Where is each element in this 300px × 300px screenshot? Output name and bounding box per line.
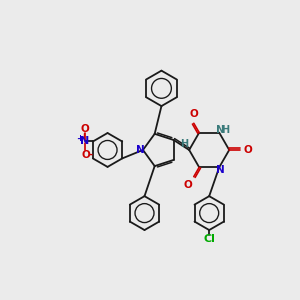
Text: -: -	[88, 150, 93, 160]
Text: H: H	[181, 139, 189, 149]
Text: Cl: Cl	[203, 234, 215, 244]
Text: O: O	[184, 181, 192, 190]
Text: O: O	[189, 110, 198, 119]
Text: N: N	[216, 165, 224, 175]
Text: +: +	[76, 134, 83, 143]
Text: O: O	[82, 150, 90, 160]
Text: O: O	[81, 124, 90, 134]
Text: N: N	[80, 136, 89, 146]
Text: N: N	[136, 145, 145, 155]
Text: N: N	[216, 125, 224, 135]
Text: O: O	[243, 145, 252, 155]
Text: H: H	[221, 125, 230, 135]
